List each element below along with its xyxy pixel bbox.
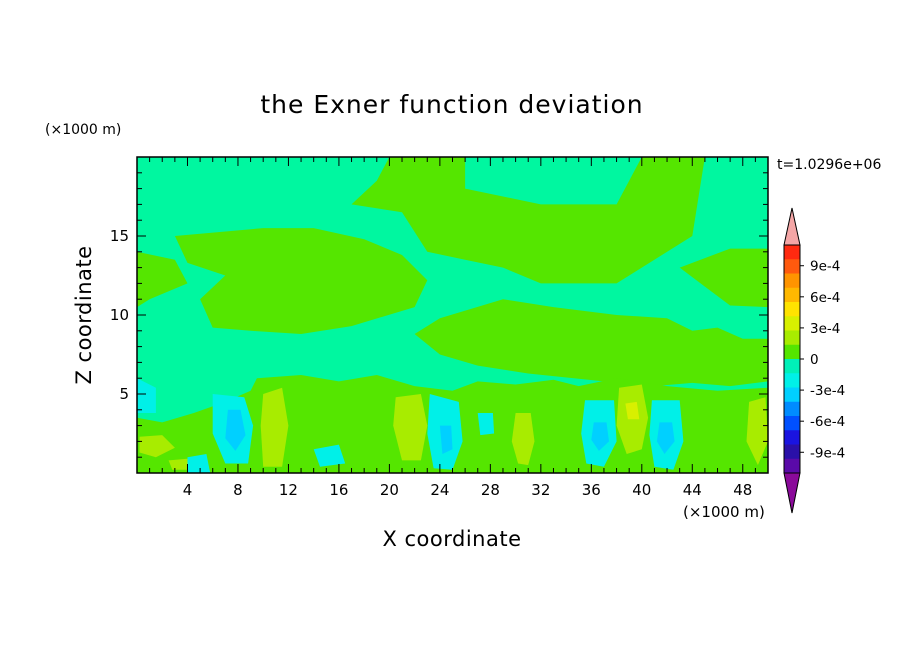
negative-region-6 [187,454,211,473]
strong-negative-region-4 [439,425,453,454]
strong-negative-region-2 [591,422,609,451]
colorbar-label: -9e-4 [810,445,845,461]
colorbar-swatch [784,273,800,289]
strong-positive-region-1 [260,387,289,467]
colorbar-label: 0 [810,352,819,368]
colorbar-label: 3e-4 [810,321,840,337]
colorbar-swatch [784,302,800,317]
x-tick-label: 4 [183,481,193,499]
x-tick-label: 36 [582,481,601,499]
colorbar-swatch [784,416,800,431]
y-tick-label: 10 [110,306,129,324]
negative-region-8 [313,444,346,467]
colorbar-label: 6e-4 [810,290,840,306]
x-tick-label: 32 [531,481,550,499]
positive-region-5 [679,248,768,308]
x-tick-label: 28 [481,481,500,499]
colorbar-min-arrow [783,472,801,514]
x-tick-label: 20 [380,481,399,499]
colorbar-swatch [784,344,800,360]
x-axis: 4 8 12 16 20 24 28 32 36 40 44 48 [149,157,756,499]
positive-region-2 [174,228,428,334]
y-axis: 5 10 15 [110,172,768,458]
colorbar-swatch [784,444,800,460]
x-tick-label: 48 [733,481,752,499]
x-axis-label: X coordinate [382,527,521,551]
colorbar-swatch [784,245,800,260]
strong-positive-region-5 [139,435,175,458]
colorbar-label: -6e-4 [810,414,845,430]
contour-field [137,157,768,473]
y-tick-label: 5 [119,385,129,403]
y-unit-label: (×1000 m) [45,122,121,138]
colorbar-label: -3e-4 [810,383,845,399]
peak-positive-region-1 [625,401,640,420]
chart-title: the Exner function deviation [260,90,643,119]
colorbar-swatch [784,430,800,445]
positive-region-3 [137,251,188,308]
colorbar-swatch [784,387,800,403]
strong-positive-region-2 [393,394,428,461]
colorbar: 9e-4 6e-4 3e-4 0 -3e-4 -6e-4 -9e-4 [783,207,845,514]
strong-positive-region-3 [511,413,535,466]
x-tick-label: 24 [430,481,449,499]
x-tick-label: 12 [279,481,298,499]
y-tick-label: 15 [110,227,129,245]
negative-region-5 [137,378,156,413]
time-label: t=1.0296e+06 [777,157,881,173]
colorbar-swatch [784,373,800,388]
colorbar-max-arrow [783,207,801,246]
strong-positive-region-6 [168,458,193,470]
strong-negative-region-1 [225,409,246,451]
colorbar-swatch [784,287,800,303]
x-unit-label: (×1000 m) [683,503,765,521]
colorbar-swatch [784,259,800,274]
x-tick-label: 16 [329,481,348,499]
x-tick-label: 44 [683,481,702,499]
y-axis-label: Z coordinate [72,245,96,384]
positive-region-1 [351,157,705,284]
colorbar-label: 9e-4 [810,259,840,275]
colorbar-swatch [784,401,800,417]
strong-negative-region-3 [656,422,675,454]
x-tick-label: 8 [233,481,243,499]
colorbar-swatch [784,359,800,374]
strong-positive-region-7 [746,397,768,466]
x-tick-label: 40 [632,481,651,499]
negative-region-7 [477,413,495,436]
colorbar-swatch [784,316,800,331]
positive-region-4 [414,299,768,387]
colorbar-swatch [784,330,800,346]
colorbar-swatch [784,458,800,474]
